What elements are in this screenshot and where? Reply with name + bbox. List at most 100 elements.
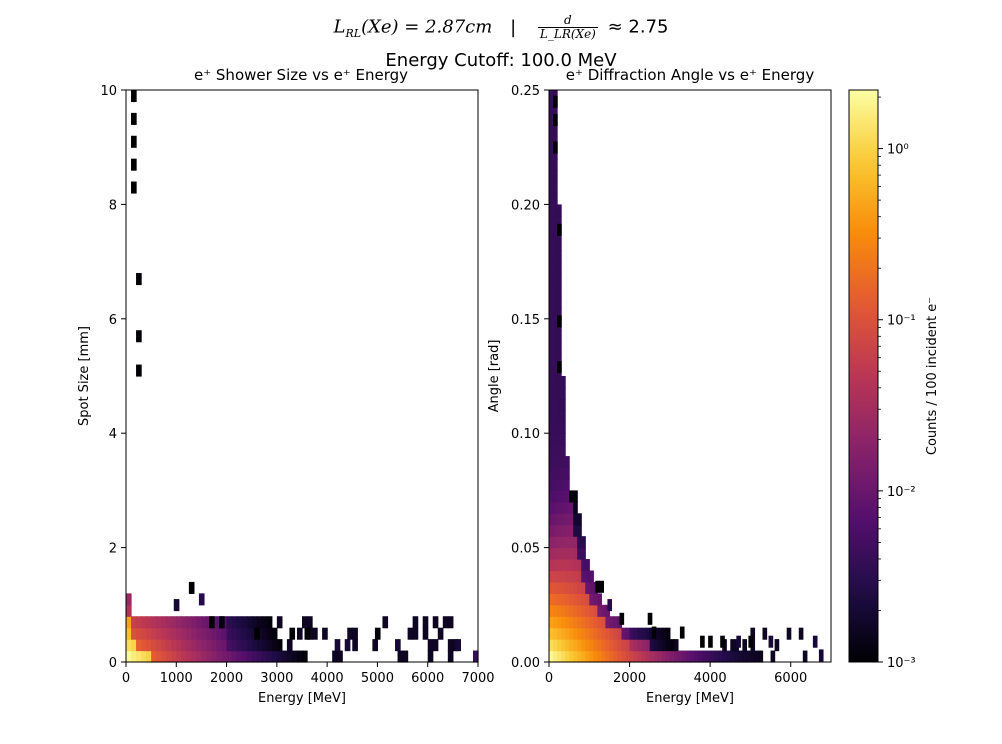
- heatmap-cell: [565, 627, 570, 640]
- heatmap-cell: [601, 639, 606, 652]
- heatmap-cell: [276, 616, 283, 629]
- heatmap-cell: [573, 547, 578, 560]
- figure-suptitle-equation: LRL(Xe) = 2.87cm | d L_LR(Xe) ≈ 2.75: [0, 14, 1002, 41]
- heatmap-cell: [565, 593, 570, 606]
- heatmap-cell: [710, 650, 715, 663]
- heatmap-cell: [432, 639, 439, 652]
- heatmap-cell: [176, 639, 182, 652]
- heatmap-cell: [565, 559, 570, 572]
- heatmap-cell: [736, 635, 741, 648]
- heatmap-cell: [581, 570, 586, 583]
- heatmap-cell: [549, 616, 554, 629]
- heatmap-cell: [549, 318, 554, 331]
- heatmap-cell: [151, 639, 157, 652]
- heatmap-cell: [565, 456, 570, 469]
- heatmap-cell: [577, 536, 582, 549]
- heatmap-cell: [236, 650, 243, 663]
- heatmap-cell: [673, 639, 679, 652]
- heatmap-cell: [557, 650, 562, 663]
- heatmap-cell: [613, 650, 619, 663]
- heatmap-cell: [553, 410, 558, 423]
- y-tick-label: 6: [109, 313, 117, 328]
- heatmap-cell: [549, 547, 554, 560]
- heatmap-cell: [553, 490, 558, 503]
- heatmap-cell: [577, 513, 582, 526]
- heatmap-cell: [561, 456, 566, 469]
- heatmap-cell: [549, 284, 554, 297]
- heatmap-cell: [702, 650, 707, 663]
- heatmap-cell: [208, 616, 215, 629]
- heatmap-cell: [665, 650, 671, 663]
- heatmap-cell: [569, 570, 574, 583]
- heatmap-cell: [565, 570, 570, 583]
- heatmap-cell: [605, 639, 611, 652]
- heatmap-cell: [661, 650, 667, 663]
- heatmap-cell: [647, 612, 653, 625]
- heatmap-cell: [549, 330, 554, 343]
- heatmap-cell: [557, 307, 562, 320]
- heatmap-cell: [171, 627, 177, 640]
- heatmap-cell: [549, 307, 554, 320]
- heatmap-cell: [645, 650, 651, 663]
- heatmap-cell: [126, 650, 132, 663]
- heatmap-cell: [266, 627, 273, 640]
- heatmap-cell: [402, 650, 409, 663]
- heatmap-cell: [171, 616, 177, 629]
- heatmap-cell: [553, 95, 558, 108]
- heatmap-cell: [597, 593, 602, 606]
- heatmap-cell: [621, 650, 627, 663]
- diffraction-angle-axes-frame: [548, 89, 832, 663]
- heatmap-cell: [577, 616, 582, 629]
- heatmap-cell: [593, 616, 598, 629]
- heatmap-cell: [181, 650, 187, 663]
- y-tick-label: 0.20: [511, 198, 540, 213]
- heatmap-cell: [191, 639, 197, 652]
- heatmap-cell: [549, 101, 554, 114]
- heatmap-cell: [131, 627, 137, 640]
- heatmap-cell: [427, 639, 434, 652]
- heatmap-cell: [553, 456, 558, 469]
- heatmap-cell: [589, 581, 594, 594]
- heatmap-cell: [553, 524, 558, 537]
- heatmap-cell: [669, 639, 675, 652]
- heatmap-cell: [629, 639, 635, 652]
- heatmap-cell: [589, 650, 594, 663]
- heatmap-cell: [427, 650, 434, 663]
- heatmap-cell: [605, 650, 611, 663]
- heatmap-cell: [581, 536, 586, 549]
- heatmap-cell: [181, 616, 187, 629]
- heatmap-cell: [561, 604, 566, 617]
- heatmap-cell: [549, 421, 554, 434]
- heatmap-cell: [131, 90, 137, 103]
- heatmap-cell: [352, 627, 358, 640]
- heatmap-cell: [251, 639, 258, 652]
- x-tick-label: 1000: [160, 671, 193, 686]
- heatmap-cell: [447, 650, 454, 663]
- heatmap-cell: [557, 315, 562, 328]
- heatmap-cell: [296, 627, 303, 640]
- x-tick-label: 7000: [461, 671, 494, 686]
- heatmap-cell: [770, 650, 776, 663]
- heatmap-cell: [166, 639, 172, 652]
- heatmap-cell: [553, 627, 558, 640]
- ratio-fraction: d L_LR(Xe): [537, 14, 598, 41]
- heatmap-cell: [633, 639, 639, 652]
- heatmap-cell: [645, 627, 651, 640]
- heatmap-cell: [557, 513, 562, 526]
- heatmap-cell: [549, 398, 554, 411]
- heatmap-cell: [553, 387, 558, 400]
- heatmap-cell: [565, 604, 570, 617]
- heatmap-cell: [714, 650, 719, 663]
- heatmap-cell: [176, 616, 182, 629]
- heatmap-cell: [577, 547, 582, 560]
- heatmap-cell: [553, 261, 558, 274]
- heatmap-cell: [557, 238, 562, 251]
- heatmap-cell: [261, 650, 268, 663]
- heatmap-cell: [407, 627, 414, 640]
- heatmap-cell: [557, 501, 562, 514]
- heatmap-cell: [569, 536, 574, 549]
- heatmap-cell: [573, 490, 578, 503]
- colorbar-ticks: 10⁻³ 10⁻² 10⁻¹ 10⁰: [878, 96, 916, 671]
- heatmap-cell: [246, 627, 253, 640]
- heatmap-cell: [549, 215, 554, 228]
